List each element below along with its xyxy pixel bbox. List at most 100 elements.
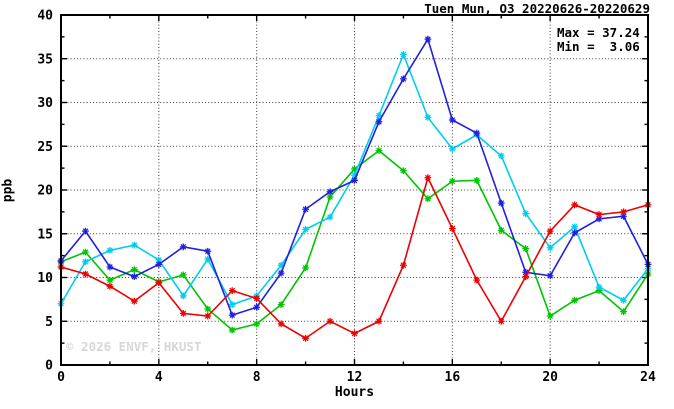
marker-red [106,282,114,290]
marker-blue [400,75,407,83]
marker-green [571,296,579,304]
chart-title: Tuen Mun, O3 20220626-20220629 [424,1,650,16]
marker-green [204,305,212,313]
marker-red [277,320,285,328]
marker-blue [497,199,505,207]
marker-cyan [302,225,309,233]
marker-cyan [522,210,530,218]
y-tick-label: 15 [37,227,53,242]
x-tick-label: 12 [347,370,363,385]
marker-red [497,317,505,325]
marker-cyan [497,152,505,160]
x-tick-label: 4 [155,370,163,385]
marker-red [400,261,407,269]
marker-blue [326,188,334,196]
marker-cyan [375,112,383,120]
marker-blue [179,243,187,251]
marker-blue [571,229,579,237]
marker-red [351,330,358,337]
marker-blue [351,176,358,184]
marker-blue [228,311,236,319]
marker-cyan [595,283,603,291]
marker-red [253,295,261,302]
marker-blue [424,35,432,43]
y-tick-label: 40 [37,9,53,24]
marker-blue [155,260,163,268]
marker-red [155,279,163,287]
y-tick-label: 20 [37,184,53,199]
marker-red [302,334,309,342]
marker-green [375,147,383,155]
marker-blue [277,269,285,277]
marker-green [351,165,358,173]
marker-blue [253,303,261,311]
marker-cyan [277,261,285,269]
x-tick-label: 0 [57,370,65,385]
x-tick-label: 24 [640,370,656,385]
marker-green [448,177,456,185]
marker-cyan [571,223,579,231]
marker-blue [375,118,383,126]
marker-red [473,276,481,284]
marker-red [375,317,383,325]
marker-cyan [179,292,187,300]
marker-green [106,276,114,284]
marker-red [620,208,627,216]
min-value-label: Min = 3.06 [557,39,640,54]
marker-red [179,309,187,317]
y-tick-label: 10 [37,271,53,286]
marker-blue [522,268,530,276]
marker-cyan [424,113,432,121]
marker-cyan [155,256,163,264]
marker-red [571,201,579,209]
marker-blue [130,273,138,281]
marker-green [497,226,505,234]
marker-blue [302,205,309,213]
marker-red [424,174,432,182]
marker-cyan [326,213,334,221]
marker-green [82,248,89,256]
marker-green [522,245,530,253]
marker-cyan [448,145,456,153]
marker-green [277,301,285,309]
marker-red [595,211,603,218]
marker-red [326,317,334,325]
x-tick-label: 8 [253,370,261,385]
max-min-annotation: Max = 37.24 Min = 3.06 [557,26,640,54]
marker-red [546,227,554,235]
marker-green [473,176,481,184]
marker-blue [448,116,456,124]
marker-red [130,297,138,305]
marker-green [326,193,334,201]
marker-red [82,270,89,278]
marker-green [253,320,261,328]
max-value-label: Max = 37.24 [557,25,640,40]
marker-red [522,273,530,281]
marker-cyan [546,244,554,252]
y-tick-label: 30 [37,96,53,111]
x-tick-label: 16 [445,370,461,385]
x-axis-label: Hours [334,385,375,400]
y-tick-label: 5 [45,315,53,330]
marker-green [130,266,138,274]
marker-cyan [130,241,138,249]
marker-green [595,287,603,295]
x-tick-label: 20 [542,370,558,385]
y-tick-label: 0 [45,359,53,374]
marker-cyan [620,296,627,304]
marker-blue [546,272,554,280]
marker-red [228,287,236,295]
marker-red [204,312,212,320]
marker-blue [620,212,627,220]
marker-blue [595,215,603,223]
watermark: © 2026 ENVF, HKUST [66,339,202,354]
marker-green [620,308,627,316]
marker-blue [204,247,212,255]
marker-green [302,264,309,272]
y-axis-label: ppb [0,178,16,203]
marker-green [228,326,236,334]
plot-frame [60,14,649,366]
marker-cyan [106,246,114,254]
